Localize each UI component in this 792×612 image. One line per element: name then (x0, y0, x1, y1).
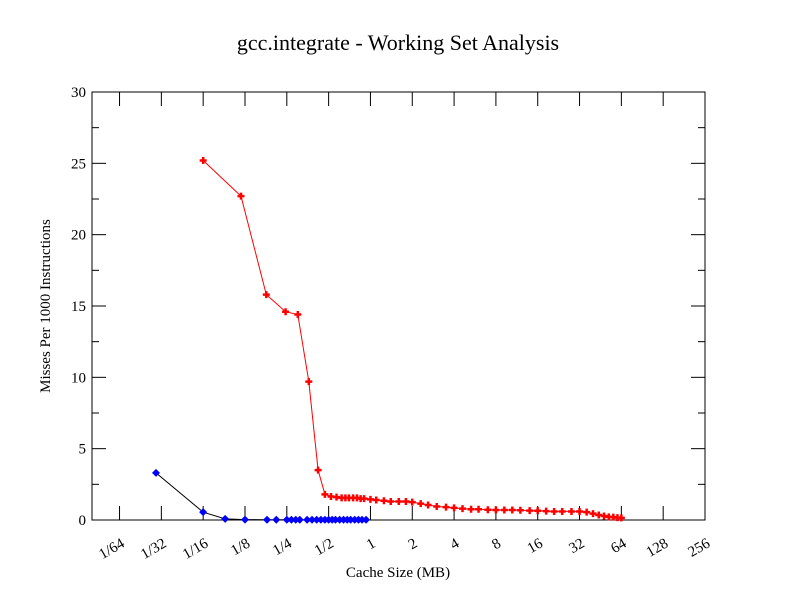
x-tick-label: 1/2 (312, 536, 337, 559)
series-blue-point (303, 515, 312, 524)
series-red-point (589, 510, 597, 518)
series-red-point (380, 497, 388, 505)
series-blue-point (262, 515, 271, 524)
series-blue-point (295, 515, 304, 524)
series-blue-point (199, 508, 208, 517)
series-blue-point (331, 515, 340, 524)
series-blue-point (308, 515, 317, 524)
series-red-point (508, 506, 516, 514)
series-red-point (484, 506, 492, 514)
series-red-point (199, 156, 207, 164)
y-tick-label: 20 (71, 228, 86, 244)
x-tick-label: 64 (608, 535, 629, 557)
series-blue-point (272, 515, 281, 524)
x-tick-label: 1 (364, 536, 378, 554)
plot-frame (91, 91, 706, 521)
x-tick-label: 1/32 (138, 536, 169, 563)
series-red-point (237, 192, 245, 200)
series-blue-point (282, 515, 291, 524)
series-red-point (583, 508, 591, 516)
series-red-point (433, 502, 441, 510)
series-red-point (321, 490, 329, 498)
series-red-point (576, 507, 584, 515)
series-red-point (305, 378, 313, 386)
series-red-point (450, 504, 458, 512)
x-tick-label: 1/16 (180, 535, 212, 562)
series-red-point (467, 505, 475, 513)
y-tick-label: 5 (79, 442, 87, 458)
series-red-point (442, 503, 450, 511)
series-red-line (202, 160, 622, 519)
series-red-point (424, 501, 432, 509)
series-blue-point (287, 515, 296, 524)
series-blue-point (362, 515, 371, 524)
x-tick-label: 4 (448, 535, 463, 553)
x-tick-label: 1/8 (228, 536, 253, 559)
series-red-point (558, 507, 566, 515)
x-tick-label: 8 (489, 536, 503, 554)
x-axis-label: Cache Size (MB) (346, 565, 450, 581)
series-red-point (402, 497, 410, 505)
x-tick-label: 128 (644, 536, 671, 561)
series-red-point (387, 497, 395, 505)
series-red-point (372, 496, 380, 504)
x-tick-label: 256 (686, 535, 714, 560)
series-red-point (526, 507, 534, 515)
series-red-point (617, 514, 625, 522)
x-tick-label: 16 (525, 535, 546, 557)
series-red-point (534, 507, 542, 515)
y-axis-label: Misses Per 1000 Instructions (38, 219, 54, 393)
y-tick-label: 0 (79, 513, 87, 529)
series-red-point (492, 506, 500, 514)
series-blue-point (240, 515, 249, 524)
series-red-point (294, 311, 302, 319)
series-red-point (360, 495, 368, 503)
series-blue-point (152, 468, 161, 477)
series-red-point (395, 497, 403, 505)
series-red-point (417, 500, 425, 508)
series-red-point (475, 505, 483, 513)
y-tick-label: 30 (71, 85, 86, 101)
series-red-point (500, 506, 508, 514)
series-blue-point (291, 515, 300, 524)
x-tick-label: 2 (406, 536, 420, 554)
x-tick-label: 1/64 (96, 535, 128, 562)
y-tick-label: 10 (71, 370, 86, 386)
series-red-point (567, 507, 575, 515)
series-red-point (516, 506, 524, 514)
series-blue-point (312, 515, 321, 524)
series-blue-point (221, 514, 230, 523)
series-red-point (314, 466, 322, 474)
series-red-point (282, 308, 290, 316)
x-tick-label: 32 (567, 536, 588, 557)
series-red-point (542, 507, 550, 515)
chart-title: gcc.integrate - Working Set Analysis (237, 30, 559, 55)
series-red-point (550, 507, 558, 515)
series-red-point (262, 291, 270, 299)
series-red-point (408, 498, 416, 506)
series-blue-point (346, 515, 355, 524)
series-blue-point (358, 515, 367, 524)
y-tick-label: 15 (71, 299, 86, 315)
y-tick-label: 25 (71, 156, 86, 172)
series-red-point (459, 505, 467, 513)
x-tick-label: 1/4 (270, 535, 295, 559)
